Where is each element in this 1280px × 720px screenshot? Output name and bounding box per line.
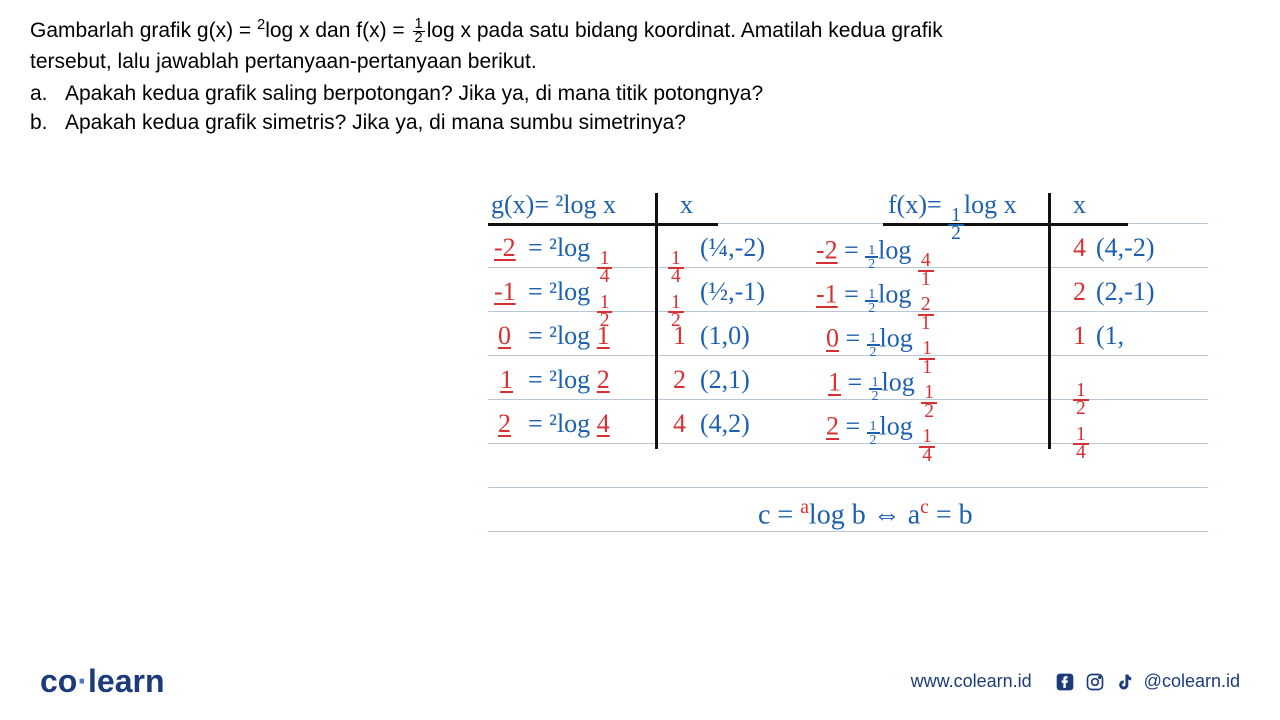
g-r5-pt: (4,2) — [700, 409, 750, 439]
g-r3-x: 1 — [673, 321, 686, 351]
footer-url: www.colearn.id — [911, 671, 1032, 692]
g-r5-eq: = ²log 4 — [528, 409, 610, 439]
tiktok-icon — [1114, 671, 1136, 693]
handwriting: g(x)= ²log x x f(x)= 12log x x -2 = ²log… — [488, 185, 1208, 555]
brand-logo: co·learn — [40, 663, 164, 700]
q-a-text: Apakah kedua grafik saling berpotongan? … — [65, 79, 763, 108]
g-header-underline — [488, 223, 718, 226]
g-table-divider — [655, 193, 658, 449]
question-b: b. Apakah kedua grafik simetris? Jika ya… — [30, 108, 1250, 137]
g-r3-val: 0 — [498, 321, 511, 351]
g-r2-pt: (½,-1) — [700, 277, 765, 307]
g-superscript: 2 — [257, 17, 265, 33]
g-r3-pt: (1,0) — [700, 321, 750, 351]
f-r3-pt: (1, — [1096, 321, 1124, 351]
logo-co: co — [40, 663, 77, 699]
instagram-icon — [1084, 671, 1106, 693]
question-a: a. Apakah kedua grafik saling berpotonga… — [30, 79, 1250, 108]
g-r4-eq: = ²log 2 — [528, 365, 610, 395]
question-line2: tersebut, lalu jawablah pertanyaan-perta… — [30, 47, 1250, 76]
question-block: Gambarlah grafik g(x) = 2log x dan f(x) … — [0, 0, 1280, 148]
g-r1-val: -2 — [494, 233, 516, 263]
f-table-divider — [1048, 193, 1051, 449]
footer-right: www.colearn.id @colearn.id — [911, 671, 1240, 693]
equiv-expr: c = alog b ⇔ ac = b — [758, 497, 973, 531]
f-x-header: x — [1073, 190, 1086, 220]
g-r2-val: -1 — [494, 277, 516, 307]
g-header: g(x)= ²log x — [491, 190, 616, 220]
q-b-text: Apakah kedua grafik simetris? Jika ya, d… — [65, 108, 686, 137]
f-r3-x: 1 — [1073, 321, 1086, 351]
f-r5-x: 14 — [1073, 409, 1089, 462]
facebook-icon — [1054, 671, 1076, 693]
f-r1-pt: (4,-2) — [1096, 233, 1154, 263]
g-x-header: x — [680, 190, 693, 220]
g-r5-val: 2 — [498, 409, 511, 439]
social-block: @colearn.id — [1054, 671, 1240, 693]
q-text-3: log x pada satu bidang koordinat. Amatil… — [427, 19, 943, 42]
footer: co·learn www.colearn.id @colearn.id — [0, 663, 1280, 700]
handwriting-area: g(x)= ²log x x f(x)= 12log x x -2 = ²log… — [488, 185, 1208, 555]
g-r1-pt: (¼,-2) — [700, 233, 765, 263]
f-superscript-frac: 12 — [413, 18, 425, 44]
f-r5: 2 = 12log 14 — [826, 409, 935, 465]
question-line1: Gambarlah grafik g(x) = 2log x dan f(x) … — [30, 15, 1250, 45]
g-r3-eq: = ²log 1 — [528, 321, 610, 351]
f-sup-den: 2 — [413, 32, 425, 44]
q-b-letter: b. — [30, 108, 65, 137]
q-a-letter: a. — [30, 79, 65, 108]
q-text-2: log x dan f(x) = — [265, 19, 410, 42]
sub-questions: a. Apakah kedua grafik saling berpotonga… — [30, 79, 1250, 138]
g-r5-x: 4 — [673, 409, 686, 439]
f-r1-x: 4 — [1073, 233, 1086, 263]
g-r4-val: 1 — [500, 365, 513, 395]
q-text-1: Gambarlah grafik g(x) = — [30, 19, 257, 42]
g-r4-x: 2 — [673, 365, 686, 395]
logo-learn: learn — [88, 663, 164, 699]
logo-dot: · — [77, 663, 88, 699]
g-r4-pt: (2,1) — [700, 365, 750, 395]
f-r2-x: 2 — [1073, 277, 1086, 307]
f-r2-pt: (2,-1) — [1096, 277, 1154, 307]
footer-handle: @colearn.id — [1144, 671, 1240, 692]
